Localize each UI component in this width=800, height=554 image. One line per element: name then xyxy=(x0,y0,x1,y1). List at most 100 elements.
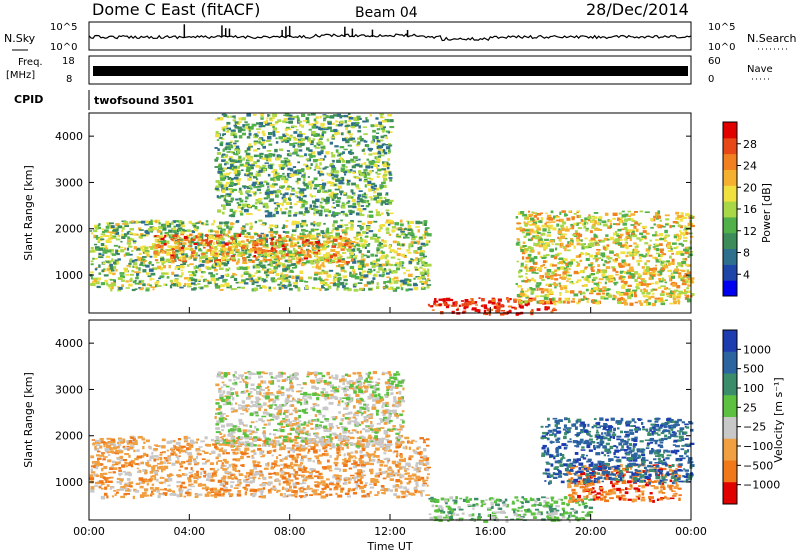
data-cell xyxy=(612,278,616,281)
data-cell xyxy=(618,212,622,215)
data-cell xyxy=(656,244,660,247)
data-cell xyxy=(215,187,219,191)
data-cell xyxy=(608,288,611,291)
data-cell xyxy=(684,230,688,234)
data-cell xyxy=(299,279,304,282)
data-cell xyxy=(573,213,577,215)
data-cell xyxy=(228,267,231,270)
data-cell xyxy=(117,252,120,256)
data-cell xyxy=(177,243,181,245)
data-cell xyxy=(232,134,236,136)
data-cell xyxy=(238,251,244,255)
data-cell xyxy=(138,287,142,289)
data-cell xyxy=(561,277,566,280)
data-cell xyxy=(277,245,282,248)
data-cell xyxy=(188,479,192,483)
data-cell xyxy=(295,180,299,183)
data-cell xyxy=(385,130,390,133)
data-cell xyxy=(230,132,235,136)
data-cell xyxy=(612,212,618,216)
data-cell xyxy=(274,183,278,186)
data-cell xyxy=(542,228,547,232)
data-cell xyxy=(409,232,413,236)
data-cell xyxy=(263,249,268,253)
data-cell xyxy=(318,212,323,217)
data-cell xyxy=(279,281,283,284)
data-cell xyxy=(230,197,235,201)
data-cell xyxy=(305,120,310,124)
data-cell xyxy=(392,287,396,291)
data-cell xyxy=(330,240,335,243)
data-cell xyxy=(235,161,238,163)
data-cell xyxy=(315,146,320,149)
data-cell xyxy=(298,140,303,144)
data-cell xyxy=(300,250,305,253)
data-cell xyxy=(214,166,219,168)
data-cell xyxy=(221,189,226,193)
data-cell xyxy=(350,251,354,255)
data-cell xyxy=(296,117,300,121)
data-cell xyxy=(147,283,150,285)
data-cell xyxy=(424,223,427,226)
data-cell xyxy=(456,307,459,311)
data-cell xyxy=(451,310,455,314)
data-cell xyxy=(216,195,219,198)
data-cell xyxy=(669,302,674,305)
data-cell xyxy=(245,152,251,156)
data-cell xyxy=(333,274,338,277)
data-cell xyxy=(637,223,641,226)
data-cell xyxy=(587,218,591,222)
data-cell xyxy=(365,119,369,123)
data-cell xyxy=(571,225,575,229)
data-cell xyxy=(633,291,637,295)
data-cell xyxy=(282,256,286,259)
data-cell xyxy=(272,113,277,118)
data-cell xyxy=(223,224,229,227)
data-cell xyxy=(471,307,477,311)
data-cell xyxy=(203,247,206,249)
data-cell xyxy=(261,143,264,147)
data-cell xyxy=(456,308,459,311)
data-cell xyxy=(262,145,266,149)
data-cell xyxy=(667,250,673,252)
data-cell xyxy=(102,472,108,475)
data-cell xyxy=(302,120,308,122)
data-cell xyxy=(358,205,361,208)
data-cell xyxy=(226,251,229,254)
data-cell xyxy=(340,169,345,172)
data-cell xyxy=(186,264,190,267)
data-cell xyxy=(292,281,298,285)
freq-unit-label: [MHz] xyxy=(6,70,35,81)
data-cell xyxy=(220,284,225,288)
data-cell xyxy=(481,304,486,308)
data-cell xyxy=(330,170,334,174)
data-cell xyxy=(408,457,412,461)
data-cell xyxy=(629,290,634,294)
data-cell xyxy=(123,221,128,224)
data-cell xyxy=(133,443,138,446)
data-cell xyxy=(315,241,320,244)
data-cell xyxy=(124,225,129,227)
data-cell xyxy=(528,279,532,282)
data-cell xyxy=(339,152,344,155)
data-cell xyxy=(289,206,293,209)
data-cell xyxy=(352,284,357,288)
data-cell xyxy=(406,220,409,222)
data-cell xyxy=(219,288,224,291)
data-cell xyxy=(523,221,526,224)
data-cell xyxy=(200,275,204,278)
data-cell xyxy=(305,210,310,214)
data-cell xyxy=(370,261,374,265)
data-cell xyxy=(329,253,335,256)
data-cell xyxy=(558,218,564,223)
data-cell xyxy=(357,117,360,120)
data-cell xyxy=(142,245,146,248)
data-cell xyxy=(366,494,371,498)
data-cell xyxy=(280,138,283,142)
data-cell xyxy=(321,262,325,266)
data-cell xyxy=(90,247,94,250)
data-cell xyxy=(360,253,365,256)
data-cell xyxy=(522,241,526,244)
data-cell xyxy=(533,261,538,265)
